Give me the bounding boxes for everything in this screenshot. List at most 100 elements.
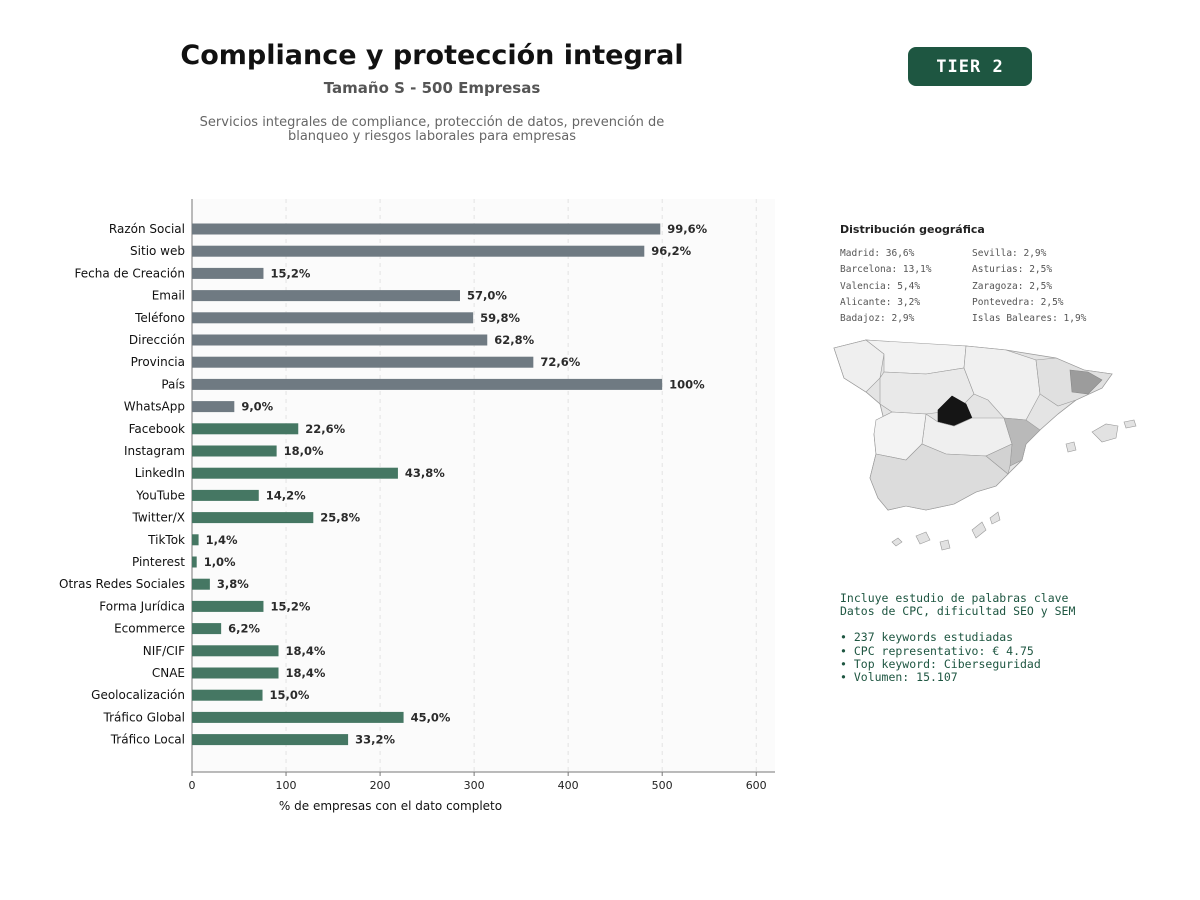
- geo-column-1: Madrid: 36,6% Barcelona: 13,1% Valencia:…: [840, 246, 932, 327]
- data-label: 18,4%: [286, 666, 326, 680]
- geo-title: Distribución geográfica: [840, 223, 985, 236]
- data-label: 62,8%: [494, 333, 534, 347]
- data-label: 1,4%: [206, 533, 238, 547]
- bar: [192, 578, 210, 590]
- bar: [192, 267, 264, 279]
- geo-item: Islas Baleares: 1,9%: [972, 313, 1087, 325]
- canary-islands: [891, 511, 1001, 551]
- bar: [192, 334, 488, 346]
- keywords-block: Incluye estudio de palabras clave Datos …: [840, 591, 1076, 684]
- region-murcia: [985, 443, 1013, 475]
- data-label: 3,8%: [217, 577, 249, 591]
- geo-column-2: Sevilla: 2,9% Asturias: 2,5% Zaragoza: 2…: [972, 246, 1086, 327]
- category-label: Facebook: [129, 422, 185, 436]
- description-line-1: Servicios integrales de compliance, prot…: [199, 115, 665, 130]
- description-line-2: blanqueo y riesgos laborales para empres…: [287, 129, 577, 144]
- geo-item: Badajoz: 2,9%: [840, 313, 915, 325]
- geo-item: Asturias: 2,5%: [972, 264, 1053, 276]
- category-label: Pinterest: [132, 555, 185, 569]
- category-label: Teléfono: [134, 311, 185, 325]
- geo-item: Barcelona: 13,1%: [840, 264, 932, 276]
- bar: [192, 600, 264, 612]
- data-label: 9,0%: [241, 400, 273, 414]
- bar: [192, 667, 279, 679]
- category-label: Tráfico Global: [103, 710, 185, 724]
- category-label: Provincia: [131, 355, 185, 369]
- bar: [192, 423, 299, 435]
- region-andalucia: [869, 443, 1009, 511]
- bar: [192, 512, 314, 524]
- keyword-bullet: • 237 keywords estudiadas: [840, 630, 1014, 645]
- data-label: 15,0%: [270, 688, 310, 702]
- data-label: 18,4%: [286, 644, 326, 658]
- keyword-bullet: • Top keyword: Ciberseguridad: [840, 656, 1041, 671]
- category-label: LinkedIn: [135, 466, 185, 480]
- category-label: Dirección: [129, 333, 185, 347]
- category-label: Ecommerce: [114, 622, 185, 636]
- island-ibiza: [1065, 441, 1077, 453]
- data-label: 57,0%: [467, 289, 507, 303]
- bar: [192, 623, 222, 635]
- region-barcelona: [1069, 369, 1103, 395]
- category-label: País: [161, 377, 185, 391]
- bar-chart: 0 100 200 300 400 500 600 Razón Social 99,6% Siti…: [59, 199, 775, 813]
- keywords-line-1: Incluye estudio de palabras clave: [840, 591, 1069, 605]
- page-title: Compliance y protección integral: [180, 40, 684, 71]
- category-label: Otras Redes Sociales: [59, 577, 185, 591]
- bar: [192, 401, 235, 413]
- bar: [192, 290, 460, 302]
- spain-map: [833, 339, 1137, 551]
- keyword-bullet: • CPC representativo: € 4.75: [840, 643, 1034, 658]
- geo-item: Valencia: 5,4%: [840, 280, 921, 292]
- data-label: 96,2%: [651, 244, 691, 258]
- category-label: NIF/CIF: [143, 644, 185, 658]
- category-label: Fecha de Creación: [75, 266, 185, 280]
- bar: [192, 489, 259, 501]
- page-subtitle: Tamaño S - 500 Empresas: [323, 79, 541, 97]
- category-label: CNAE: [152, 666, 185, 680]
- x-tick-label: 200: [370, 779, 391, 792]
- bar: [192, 711, 404, 723]
- bar: [192, 556, 197, 568]
- data-label: 43,8%: [405, 466, 445, 480]
- data-label: 22,6%: [305, 422, 345, 436]
- data-label: 15,2%: [270, 599, 310, 613]
- geo-item: Zaragoza: 2,5%: [972, 280, 1053, 292]
- x-tick-label: 600: [746, 779, 767, 792]
- data-label: 6,2%: [228, 622, 260, 636]
- bar: [192, 245, 645, 257]
- data-label: 33,2%: [355, 733, 395, 747]
- keywords-line-2: Datos de CPC, dificultad SEO y SEM: [840, 604, 1076, 619]
- data-label: 99,6%: [667, 222, 707, 236]
- description: Servicios integrales de compliance, prot…: [182, 116, 682, 144]
- category-label: TikTok: [147, 533, 185, 547]
- geo-item: Sevilla: 2,9%: [972, 248, 1047, 259]
- data-label: 59,8%: [480, 311, 520, 325]
- x-axis-label: % de empresas con el dato completo: [279, 799, 502, 813]
- island-mallorca: [1091, 423, 1119, 443]
- geo-item: Pontevedra: 2,5%: [972, 296, 1064, 308]
- category-label: Email: [152, 289, 185, 303]
- bar: [192, 645, 279, 657]
- data-label: 72,6%: [540, 355, 580, 369]
- bar: [192, 534, 199, 546]
- data-label: 100%: [669, 377, 705, 391]
- bar: [192, 223, 661, 235]
- category-label: Instagram: [124, 444, 185, 458]
- data-label: 1,0%: [204, 555, 236, 569]
- data-label: 45,0%: [411, 710, 451, 724]
- x-tick-label: 500: [652, 779, 673, 792]
- bar: [192, 378, 663, 390]
- geo-item: Madrid: 36,6%: [840, 248, 915, 259]
- category-label: Tráfico Local: [110, 733, 185, 747]
- category-label: Twitter/X: [132, 511, 185, 525]
- category-label: YouTube: [135, 488, 185, 502]
- plot-area: [192, 199, 775, 772]
- x-tick-label: 100: [276, 779, 297, 792]
- bar: [192, 356, 534, 368]
- data-label: 18,0%: [284, 444, 324, 458]
- x-tick-label: 400: [558, 779, 579, 792]
- category-label: WhatsApp: [124, 400, 185, 414]
- island-menorca: [1123, 419, 1137, 429]
- tier-badge: TIER 2: [908, 47, 1032, 86]
